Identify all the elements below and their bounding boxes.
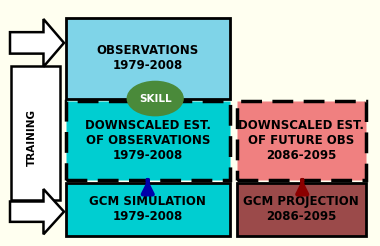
Polygon shape [10, 189, 64, 234]
Text: DOWNSCALED EST.
OF FUTURE OBS
2086-2095: DOWNSCALED EST. OF FUTURE OBS 2086-2095 [238, 119, 364, 162]
Text: SKILL: SKILL [139, 93, 171, 104]
Ellipse shape [127, 81, 183, 116]
Text: GCM SIMULATION
1979-2008: GCM SIMULATION 1979-2008 [89, 195, 206, 223]
Text: GCM PROJECTION
2086-2095: GCM PROJECTION 2086-2095 [244, 195, 359, 223]
Polygon shape [11, 66, 60, 200]
Text: DOWNSCALED EST.
OF OBSERVATIONS
1979-2008: DOWNSCALED EST. OF OBSERVATIONS 1979-200… [85, 119, 211, 162]
FancyBboxPatch shape [237, 183, 366, 235]
FancyBboxPatch shape [66, 18, 230, 99]
FancyBboxPatch shape [66, 183, 230, 235]
Text: TRAINING: TRAINING [27, 109, 37, 166]
Polygon shape [10, 19, 64, 67]
Text: OBSERVATIONS
1979-2008: OBSERVATIONS 1979-2008 [97, 44, 199, 72]
FancyBboxPatch shape [66, 101, 230, 181]
FancyBboxPatch shape [237, 101, 366, 181]
